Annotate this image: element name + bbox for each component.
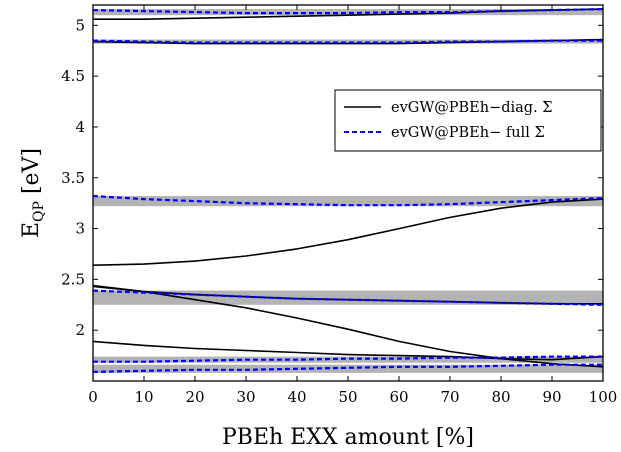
x-tick-label-0: 0: [88, 388, 98, 406]
y-tick-label-6: 5: [75, 16, 85, 34]
y-axis-label-unit: [eV]: [19, 148, 44, 201]
plot-frame: [92, 4, 604, 382]
reference-band-1: [93, 356, 603, 363]
reference-band-4: [93, 39, 603, 44]
reference-band-0: [93, 364, 603, 373]
series-1-line-2: [92, 289, 604, 306]
series-0-line-1: [92, 285, 604, 361]
y-tick-label-3: 3.5: [61, 169, 85, 187]
series-1-line-0: [92, 363, 603, 373]
x-tick-label-2: 20: [185, 388, 204, 406]
y-tick-label-4: 4: [75, 118, 85, 136]
y-tick-label-5: 4.5: [61, 67, 85, 85]
y-tick-label-0: 2: [75, 321, 85, 339]
series-0-line-3: [92, 198, 604, 266]
x-tick-label-1: 10: [134, 388, 153, 406]
y-axis-label-sub: QP: [31, 201, 47, 222]
x-tick-label-4: 40: [287, 388, 306, 406]
y-tick-label-1: 2.5: [61, 270, 85, 288]
x-tick-label-5: 50: [338, 388, 357, 406]
series-1-line-1: [93, 355, 603, 363]
series-layer: [92, 8, 604, 373]
legend: evGW@PBEh−diag. Σ evGW@PBEh− full Σ: [334, 89, 602, 152]
x-tick-label-7: 70: [440, 388, 459, 406]
reference-band-2: [93, 290, 603, 305]
reference-band-3: [93, 196, 603, 207]
series-1-line-3: [92, 194, 604, 207]
x-tick-label-8: 80: [491, 388, 510, 406]
legend-box: [334, 89, 602, 152]
x-tick-label-3: 30: [236, 388, 255, 406]
x-tick-label-10: 100: [589, 388, 618, 406]
y-axis-label-main: E: [19, 222, 44, 238]
x-tick-label-6: 60: [389, 388, 408, 406]
bands-layer: [93, 9, 603, 373]
ticks-layer: 0 10 20 30 40 50 60 70 80 90 100 2 2.5 3 3.5 4 4.5 5: [61, 5, 617, 406]
y-tick-label-2: 3: [75, 220, 85, 238]
y-axis-label: EQP [eV]: [19, 148, 47, 238]
x-axis-label: PBEh EXX amount [%]: [222, 425, 474, 450]
series-0-line-0: [92, 340, 604, 368]
reference-band-5: [93, 9, 603, 16]
x-tick-label-9: 90: [542, 388, 561, 406]
legend-label-full: evGW@PBEh− full Σ: [391, 125, 545, 141]
series-1-line-5: [92, 8, 604, 15]
legend-label-diag: evGW@PBEh−diag. Σ: [391, 100, 553, 116]
series-1-line-4: [92, 39, 603, 44]
